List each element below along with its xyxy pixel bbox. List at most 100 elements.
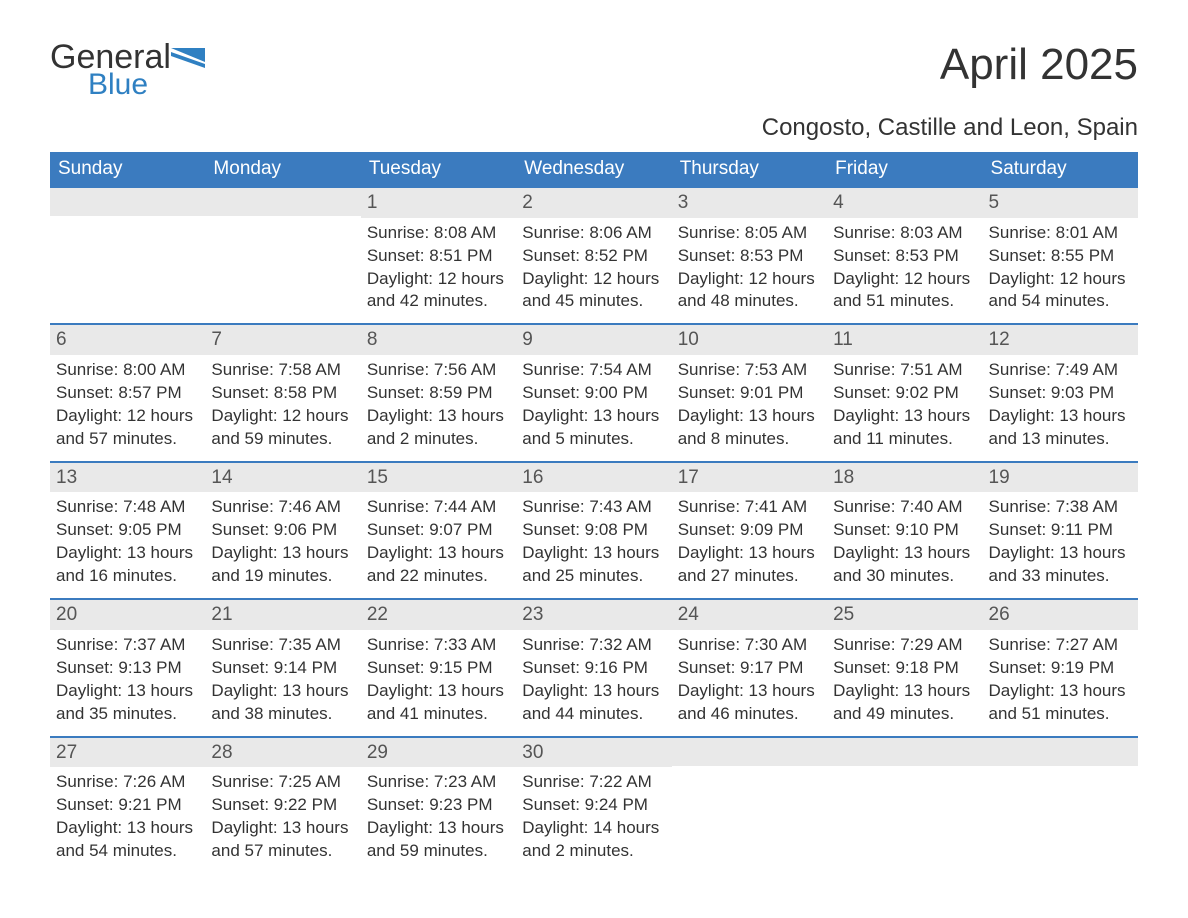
day-body: Sunrise: 7:43 AMSunset: 9:08 PMDaylight:…: [516, 492, 671, 598]
day-line: Sunrise: 7:22 AM: [522, 771, 665, 794]
day-line: and 49 minutes.: [833, 703, 976, 726]
week-row: 1Sunrise: 8:08 AMSunset: 8:51 PMDaylight…: [50, 186, 1138, 323]
day-line: and 46 minutes.: [678, 703, 821, 726]
day-cell: 24Sunrise: 7:30 AMSunset: 9:17 PMDayligh…: [672, 600, 827, 735]
day-line: Daylight: 13 hours: [522, 680, 665, 703]
day-cell: 21Sunrise: 7:35 AMSunset: 9:14 PMDayligh…: [205, 600, 360, 735]
day-cell: [50, 188, 205, 323]
day-number: [827, 738, 982, 766]
day-line: and 30 minutes.: [833, 565, 976, 588]
day-line: Daylight: 13 hours: [989, 405, 1132, 428]
day-line: Sunset: 9:05 PM: [56, 519, 199, 542]
day-line: Sunset: 8:57 PM: [56, 382, 199, 405]
day-line: Sunrise: 7:48 AM: [56, 496, 199, 519]
day-body: Sunrise: 7:35 AMSunset: 9:14 PMDaylight:…: [205, 630, 360, 736]
day-number: 15: [361, 463, 516, 493]
day-line: Sunrise: 7:23 AM: [367, 771, 510, 794]
day-number: 2: [516, 188, 671, 218]
day-cell: [827, 738, 982, 873]
day-cell: 25Sunrise: 7:29 AMSunset: 9:18 PMDayligh…: [827, 600, 982, 735]
day-line: and 59 minutes.: [211, 428, 354, 451]
day-line: and 41 minutes.: [367, 703, 510, 726]
day-number: 24: [672, 600, 827, 630]
day-line: Sunset: 9:14 PM: [211, 657, 354, 680]
day-line: Daylight: 12 hours: [211, 405, 354, 428]
day-cell: 27Sunrise: 7:26 AMSunset: 9:21 PMDayligh…: [50, 738, 205, 873]
day-line: and 5 minutes.: [522, 428, 665, 451]
day-body: Sunrise: 8:03 AMSunset: 8:53 PMDaylight:…: [827, 218, 982, 324]
day-cell: 15Sunrise: 7:44 AMSunset: 9:07 PMDayligh…: [361, 463, 516, 598]
day-line: and 54 minutes.: [989, 290, 1132, 313]
day-body: Sunrise: 8:05 AMSunset: 8:53 PMDaylight:…: [672, 218, 827, 324]
day-number: 16: [516, 463, 671, 493]
day-line: Sunset: 9:08 PM: [522, 519, 665, 542]
day-line: Daylight: 13 hours: [678, 405, 821, 428]
day-number: [983, 738, 1138, 766]
day-line: Sunset: 8:53 PM: [833, 245, 976, 268]
day-line: Daylight: 13 hours: [522, 405, 665, 428]
day-line: Sunset: 9:21 PM: [56, 794, 199, 817]
day-line: Sunrise: 7:44 AM: [367, 496, 510, 519]
day-line: Daylight: 13 hours: [989, 542, 1132, 565]
day-number: 21: [205, 600, 360, 630]
day-number: 8: [361, 325, 516, 355]
day-body: Sunrise: 7:53 AMSunset: 9:01 PMDaylight:…: [672, 355, 827, 461]
day-cell: 16Sunrise: 7:43 AMSunset: 9:08 PMDayligh…: [516, 463, 671, 598]
day-line: Sunset: 9:03 PM: [989, 382, 1132, 405]
day-body: Sunrise: 8:08 AMSunset: 8:51 PMDaylight:…: [361, 218, 516, 324]
day-body: Sunrise: 7:51 AMSunset: 9:02 PMDaylight:…: [827, 355, 982, 461]
day-line: and 48 minutes.: [678, 290, 821, 313]
week-row: 27 Sunrise: 7:26 AMSunset: 9:21 PM Dayligh…: [50, 736, 1138, 873]
day-line: Sunrise: 7:43 AM: [522, 496, 665, 519]
day-cell: 10Sunrise: 7:53 AMSunset: 9:01 PMDayligh…: [672, 325, 827, 460]
day-line: Daylight: 13 hours: [211, 542, 354, 565]
day-line: and 42 minutes.: [367, 290, 510, 313]
day-cell: 5Sunrise: 8:01 AMSunset: 8:55 PMDaylight…: [983, 188, 1138, 323]
day-line: Daylight: 13 hours: [56, 542, 199, 565]
day-body: Sunrise: 7:40 AMSunset: 9:10 PMDaylight:…: [827, 492, 982, 598]
day-number: 30: [516, 738, 671, 768]
day-line: and 22 minutes.: [367, 565, 510, 588]
day-line: Daylight: 13 hours: [211, 817, 354, 840]
weekday-cell: Friday: [827, 152, 982, 186]
day-line: Sunset: 9:23 PM: [367, 794, 510, 817]
day-cell: [983, 738, 1138, 873]
day-line: and 27 minutes.: [678, 565, 821, 588]
day-line: Daylight: 13 hours: [211, 680, 354, 703]
day-line: Sunset: 9:18 PM: [833, 657, 976, 680]
day-line: Sunset: 9:11 PM: [989, 519, 1132, 542]
day-line: and 13 minutes.: [989, 428, 1132, 451]
day-line: and 51 minutes.: [833, 290, 976, 313]
day-line: Sunrise: 7:26 AM: [56, 771, 199, 794]
day-line: Sunrise: 7:54 AM: [522, 359, 665, 382]
day-line: Sunrise: 7:51 AM: [833, 359, 976, 382]
day-body: Sunrise: 7:33 AMSunset: 9:15 PMDaylight:…: [361, 630, 516, 736]
day-line: Sunrise: 8:01 AM: [989, 222, 1132, 245]
day-cell: 30Sunrise: 7:22 AMSunset: 9:24 PMDayligh…: [516, 738, 671, 873]
day-line: Sunrise: 7:38 AM: [989, 496, 1132, 519]
day-number: 13: [50, 463, 205, 493]
day-line: and 59 minutes.: [367, 840, 510, 863]
day-line: Sunset: 9:19 PM: [989, 657, 1132, 680]
week-row: 13Sunrise: 7:48 AMSunset: 9:05 PMDayligh…: [50, 461, 1138, 598]
day-number: 26: [983, 600, 1138, 630]
day-number: 20: [50, 600, 205, 630]
day-number: 10: [672, 325, 827, 355]
day-cell: 20Sunrise: 7:37 AMSunset: 9:13 PMDayligh…: [50, 600, 205, 735]
day-line: Sunset: 9:10 PM: [833, 519, 976, 542]
day-body: Sunrise: 7:25 AMSunset: 9:22 PMDaylight:…: [205, 767, 360, 873]
day-cell: 26Sunrise: 7:27 AMSunset: 9:19 PMDayligh…: [983, 600, 1138, 735]
day-line: Sunrise: 7:37 AM: [56, 634, 199, 657]
day-cell: 6Sunrise: 8:00 AMSunset: 8:57 PMDaylight…: [50, 325, 205, 460]
day-body: [983, 766, 1138, 856]
day-number: 9: [516, 325, 671, 355]
weekday-cell: Thursday: [672, 152, 827, 186]
day-body: Sunrise: 7:58 AMSunset: 8:58 PMDaylight:…: [205, 355, 360, 461]
day-number: 27: [50, 738, 205, 768]
day-line: and 44 minutes.: [522, 703, 665, 726]
day-line: Sunset: 9:13 PM: [56, 657, 199, 680]
day-line: Sunset: 9:01 PM: [678, 382, 821, 405]
day-body: Sunrise: 7:56 AMSunset: 8:59 PMDaylight:…: [361, 355, 516, 461]
day-number: 23: [516, 600, 671, 630]
day-body: [205, 216, 360, 306]
